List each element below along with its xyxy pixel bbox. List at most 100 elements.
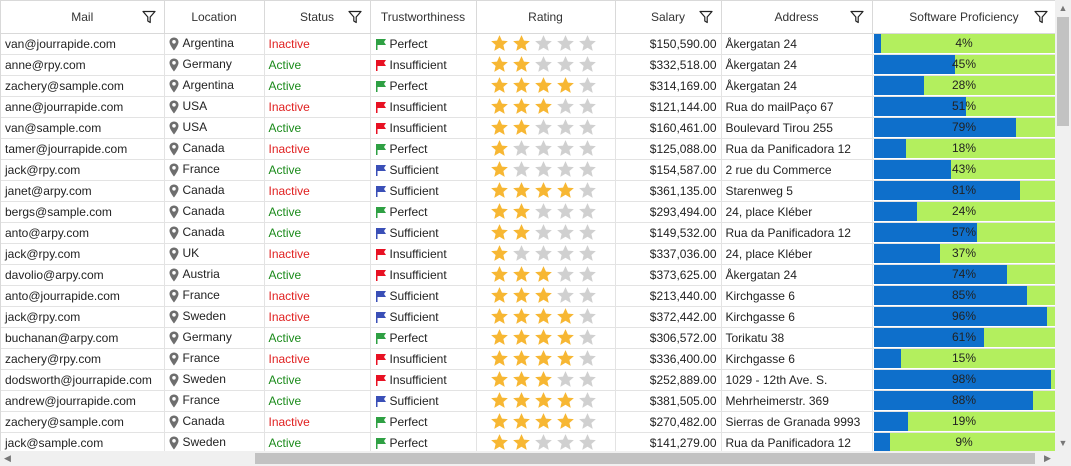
location-cell[interactable]: Austria — [164, 264, 265, 286]
table-row[interactable]: anne@rpy.com Germany Active Insufficient $33… — [1, 54, 1055, 76]
star-rating[interactable] — [481, 391, 611, 410]
trustworthiness-cell[interactable]: Insufficient — [370, 117, 477, 139]
star-filled-icon[interactable] — [556, 391, 575, 410]
star-rating[interactable] — [481, 160, 611, 179]
star-rating[interactable] — [481, 349, 611, 368]
location-cell[interactable]: Argentina — [164, 75, 265, 97]
rating-cell[interactable] — [476, 264, 616, 286]
star-rating[interactable] — [481, 181, 611, 200]
address-cell[interactable]: Boulevard Tirou 255 — [721, 117, 873, 139]
trustworthiness-cell[interactable]: Insufficient — [370, 264, 477, 286]
location-cell[interactable]: Germany — [164, 327, 265, 349]
star-empty-icon[interactable] — [578, 265, 597, 284]
rating-cell[interactable] — [476, 201, 616, 223]
rating-cell[interactable] — [476, 96, 616, 118]
rating-cell[interactable] — [476, 159, 616, 181]
star-rating[interactable] — [481, 139, 611, 158]
star-rating[interactable] — [481, 34, 611, 53]
rating-cell[interactable] — [476, 75, 616, 97]
star-empty-icon[interactable] — [578, 223, 597, 242]
star-empty-icon[interactable] — [534, 139, 553, 158]
location-cell[interactable]: Canada — [164, 201, 265, 223]
proficiency-cell[interactable]: 28% — [872, 75, 1055, 97]
star-filled-icon[interactable] — [490, 139, 509, 158]
star-rating[interactable] — [481, 412, 611, 431]
star-filled-icon[interactable] — [534, 181, 553, 200]
star-empty-icon[interactable] — [534, 223, 553, 242]
salary-cell[interactable]: $149,532.00 — [615, 222, 722, 244]
salary-cell[interactable]: $373,625.00 — [615, 264, 722, 286]
salary-cell[interactable]: $361,135.00 — [615, 180, 722, 202]
trustworthiness-cell[interactable]: Perfect — [370, 201, 477, 223]
address-cell[interactable]: Kirchgasse 6 — [721, 306, 873, 328]
status-cell[interactable]: Active — [264, 432, 371, 451]
star-empty-icon[interactable] — [556, 370, 575, 389]
star-filled-icon[interactable] — [512, 76, 531, 95]
horizontal-scroll-thumb[interactable] — [255, 453, 1035, 464]
table-row[interactable]: jack@sample.com Sweden Active Perfect $141,2… — [1, 432, 1055, 451]
star-filled-icon[interactable] — [490, 244, 509, 263]
rating-cell[interactable] — [476, 138, 616, 160]
mail-cell[interactable]: anto@jourrapide.com — [1, 285, 165, 307]
star-filled-icon[interactable] — [534, 286, 553, 305]
location-cell[interactable]: Sweden — [164, 369, 265, 391]
trustworthiness-cell[interactable]: Perfect — [370, 33, 477, 55]
trustworthiness-cell[interactable]: Sufficient — [370, 306, 477, 328]
scroll-left-arrow-icon[interactable]: ◀ — [4, 453, 11, 463]
address-cell[interactable]: Rua da Panificadora 12 — [721, 432, 873, 451]
star-rating[interactable] — [481, 202, 611, 221]
salary-cell[interactable]: $372,442.00 — [615, 306, 722, 328]
star-filled-icon[interactable] — [512, 265, 531, 284]
proficiency-cell[interactable]: 19% — [872, 411, 1055, 433]
star-filled-icon[interactable] — [556, 181, 575, 200]
table-row[interactable]: jack@rpy.com Sweden Inactive Sufficient $372… — [1, 306, 1055, 328]
trustworthiness-cell[interactable]: Insufficient — [370, 243, 477, 265]
proficiency-cell[interactable]: 96% — [872, 306, 1055, 328]
address-cell[interactable]: Åkergatan 24 — [721, 33, 873, 55]
star-rating[interactable] — [481, 433, 611, 451]
star-filled-icon[interactable] — [512, 55, 531, 74]
proficiency-cell[interactable]: 79% — [872, 117, 1055, 139]
star-filled-icon[interactable] — [490, 286, 509, 305]
star-filled-icon[interactable] — [556, 307, 575, 326]
star-empty-icon[interactable] — [512, 160, 531, 179]
trustworthiness-cell[interactable]: Insufficient — [370, 369, 477, 391]
star-empty-icon[interactable] — [578, 202, 597, 221]
star-empty-icon[interactable] — [578, 139, 597, 158]
table-row[interactable]: van@sample.com USA Active Insufficient $160,… — [1, 117, 1055, 139]
proficiency-cell[interactable]: 45% — [872, 54, 1055, 76]
table-row[interactable]: tamer@jourrapide.com Canada Inactive Perfec… — [1, 138, 1055, 160]
scroll-up-arrow-icon[interactable]: ▲ — [1058, 3, 1068, 13]
salary-cell[interactable]: $293,494.00 — [615, 201, 722, 223]
proficiency-cell[interactable]: 37% — [872, 243, 1055, 265]
star-filled-icon[interactable] — [490, 307, 509, 326]
star-rating[interactable] — [481, 97, 611, 116]
location-cell[interactable]: France — [164, 348, 265, 370]
star-empty-icon[interactable] — [578, 244, 597, 263]
star-filled-icon[interactable] — [490, 181, 509, 200]
trustworthiness-cell[interactable]: Insufficient — [370, 54, 477, 76]
star-filled-icon[interactable] — [534, 412, 553, 431]
salary-cell[interactable]: $337,036.00 — [615, 243, 722, 265]
star-filled-icon[interactable] — [490, 55, 509, 74]
proficiency-cell[interactable]: 85% — [872, 285, 1055, 307]
table-row[interactable]: bergs@sample.com Canada Active Perfect $293,… — [1, 201, 1055, 223]
star-filled-icon[interactable] — [490, 349, 509, 368]
trustworthiness-cell[interactable]: Sufficient — [370, 222, 477, 244]
proficiency-cell[interactable]: 43% — [872, 159, 1055, 181]
scroll-right-arrow-icon[interactable]: ▶ — [1044, 453, 1051, 463]
proficiency-cell[interactable]: 61% — [872, 327, 1055, 349]
mail-cell[interactable]: van@sample.com — [1, 117, 165, 139]
trustworthiness-cell[interactable]: Perfect — [370, 138, 477, 160]
star-filled-icon[interactable] — [490, 391, 509, 410]
rating-cell[interactable] — [476, 306, 616, 328]
status-cell[interactable]: Inactive — [264, 306, 371, 328]
status-cell[interactable]: Active — [264, 222, 371, 244]
star-empty-icon[interactable] — [556, 34, 575, 53]
salary-cell[interactable]: $150,590.00 — [615, 33, 722, 55]
star-empty-icon[interactable] — [578, 370, 597, 389]
star-rating[interactable] — [481, 223, 611, 242]
trustworthiness-cell[interactable]: Sufficient — [370, 159, 477, 181]
star-rating[interactable] — [481, 265, 611, 284]
mail-cell[interactable]: buchanan@arpy.com — [1, 327, 165, 349]
